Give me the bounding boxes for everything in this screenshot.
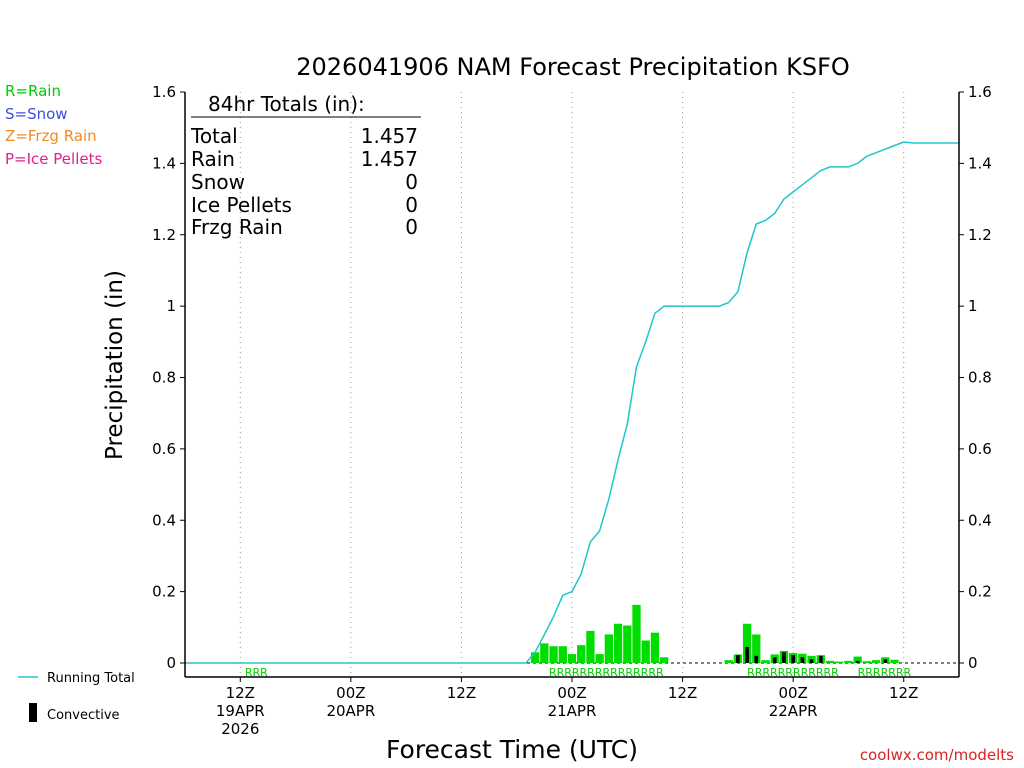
precip-bar <box>825 660 835 663</box>
precip-bar <box>752 634 761 663</box>
precip-bar <box>659 657 669 663</box>
legend-frzg-rain-label: Z=Frzg Rain <box>5 127 97 145</box>
x-tick-label: 12Z <box>226 684 255 702</box>
precip-bar <box>853 656 862 663</box>
totals-rain-label: Rain <box>191 147 235 171</box>
legend-convective-label: Convective <box>47 708 120 723</box>
chart-title: 2026041906 NAM Forecast Precipitation KS… <box>296 53 850 81</box>
y-tick-label-left: 1.2 <box>152 226 176 244</box>
y-axis-label: Precipitation (in) <box>102 270 128 460</box>
precip-bar <box>613 623 623 663</box>
y-tick-label-right: 0 <box>968 654 978 672</box>
x-tick-label: 20APR <box>326 702 375 720</box>
x-axis-label: Forecast Time (UTC) <box>386 735 638 764</box>
running-total-line <box>185 141 959 664</box>
ptype-strip: RRRRRRRRRRRRRRR <box>549 666 664 679</box>
precip-bar <box>577 645 586 663</box>
precip-bar <box>540 643 549 663</box>
precip-bar <box>641 640 650 663</box>
precip-bar <box>558 646 567 663</box>
totals-snow-label: Snow <box>191 170 245 194</box>
y-tick-label-left: 1.4 <box>152 154 176 172</box>
ptype-strip: RRRRRRRRRRRR <box>747 666 839 679</box>
y-tick-label-right: 0.8 <box>968 369 992 387</box>
y-tick-label-right: 0.6 <box>968 440 992 458</box>
convective-bar <box>745 646 749 663</box>
precip-bar <box>586 630 595 663</box>
totals-ice-pellets-label: Ice Pellets <box>191 193 292 217</box>
x-tick-label: 22APR <box>769 702 818 720</box>
y-tick-label-left: 0.4 <box>152 511 176 529</box>
y-tick-label-left: 1.6 <box>152 83 176 101</box>
legend-ice-pellets-label: P=Ice Pellets <box>5 150 102 168</box>
y-tick-label-left: 0.6 <box>152 440 176 458</box>
y-tick-label-right: 1.4 <box>968 154 992 172</box>
y-tick-label-right: 0.4 <box>968 511 992 529</box>
precip-bar <box>862 661 872 663</box>
x-tick-label: 00Z <box>778 684 807 702</box>
convective-bar <box>809 659 814 663</box>
precip-bar <box>632 604 641 663</box>
x-tick-label: 12Z <box>668 684 697 702</box>
convective-bar <box>800 657 805 663</box>
legend-snow-label: S=Snow <box>5 105 68 123</box>
ptype-strip: RRR <box>245 666 268 679</box>
convective-bar <box>883 659 888 663</box>
totals-header: 84hr Totals (in): <box>208 92 365 116</box>
legend-running-total-label: Running Total <box>47 671 135 686</box>
y-tick-label-right: 1.6 <box>968 83 992 101</box>
totals-snow-value: 0 <box>405 170 418 194</box>
convective-bar <box>818 655 823 663</box>
y-tick-label-left: 0.2 <box>152 583 176 601</box>
x-tick-label: 21APR <box>548 702 597 720</box>
x-tick-label: 00Z <box>336 684 365 702</box>
totals-frzg-rain-label: Frzg Rain <box>191 215 283 239</box>
convective-bar <box>754 655 759 663</box>
x-tick-label: 12Z <box>447 684 476 702</box>
totals-total-value: 1.457 <box>361 124 418 148</box>
precip-bar <box>595 654 604 663</box>
precip-bar <box>623 625 632 663</box>
precip-bar <box>844 660 853 663</box>
totals-ice-pellets-value: 0 <box>405 193 418 217</box>
precip-bar <box>835 661 844 663</box>
totals-rain-value: 1.457 <box>361 147 418 171</box>
totals-frzg-rain-value: 0 <box>405 215 418 239</box>
x-tick-label: 2026 <box>221 720 259 738</box>
precip-bar <box>604 634 614 663</box>
precip-bar <box>567 654 577 663</box>
x-tick-label: 12Z <box>889 684 918 702</box>
y-tick-label-right: 1.2 <box>968 226 992 244</box>
convective-bar <box>855 660 860 663</box>
legend-rain-label: R=Rain <box>5 82 61 100</box>
precip-bar <box>761 660 770 663</box>
y-tick-label-left: 0.8 <box>152 369 176 387</box>
y-tick-label-left: 1 <box>166 297 176 315</box>
x-tick-label: 00Z <box>557 684 586 702</box>
convective-bar <box>791 655 795 663</box>
precip-bar <box>724 660 733 663</box>
convective-bar <box>772 657 777 663</box>
y-tick-label-right: 0.2 <box>968 583 992 601</box>
precip-bar <box>650 632 660 663</box>
x-tick-label: 19APR <box>216 702 265 720</box>
legend-convective-swatch <box>29 703 37 722</box>
precip-bar <box>530 652 540 663</box>
convective-bar <box>782 652 786 663</box>
ptype-strip: RRRRRRR <box>858 666 912 679</box>
y-tick-label-left: 0 <box>166 654 176 672</box>
y-tick-label-right: 1 <box>968 297 978 315</box>
precip-bar <box>871 660 881 663</box>
source-credit: coolwx.com/modelts <box>860 746 1014 764</box>
totals-total-label: Total <box>190 124 238 148</box>
precip-bar <box>890 659 899 663</box>
totals-box: 84hr Totals (in): Total 1.457 Rain 1.457… <box>190 92 421 239</box>
precip-bar <box>549 646 558 663</box>
precip-bar <box>742 623 752 663</box>
convective-bar <box>736 655 740 663</box>
